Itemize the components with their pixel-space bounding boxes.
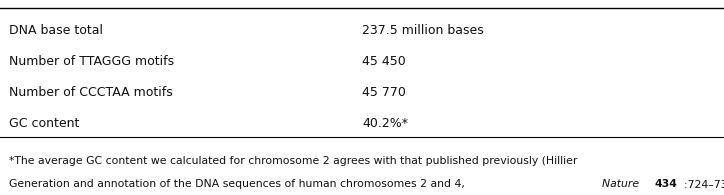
Text: 40.2%*: 40.2%* [362, 117, 408, 130]
Text: DNA base total: DNA base total [9, 24, 104, 37]
Text: :724–731, 2005.): :724–731, 2005.) [684, 179, 724, 189]
Text: 237.5 million bases: 237.5 million bases [362, 24, 484, 37]
Text: *The average GC content we calculated for chromosome 2 agrees with that publishe: *The average GC content we calculated fo… [9, 156, 581, 166]
Text: 45 450: 45 450 [362, 55, 405, 68]
Text: GC content: GC content [9, 117, 80, 130]
Text: 45 770: 45 770 [362, 86, 406, 99]
Text: Nature: Nature [602, 179, 643, 189]
Text: Number of TTAGGG motifs: Number of TTAGGG motifs [9, 55, 174, 68]
Text: Generation and annotation of the DNA sequences of human chromosomes 2 and 4,: Generation and annotation of the DNA seq… [9, 179, 468, 189]
Text: 434: 434 [654, 179, 678, 189]
Text: Number of CCCTAA motifs: Number of CCCTAA motifs [9, 86, 173, 99]
